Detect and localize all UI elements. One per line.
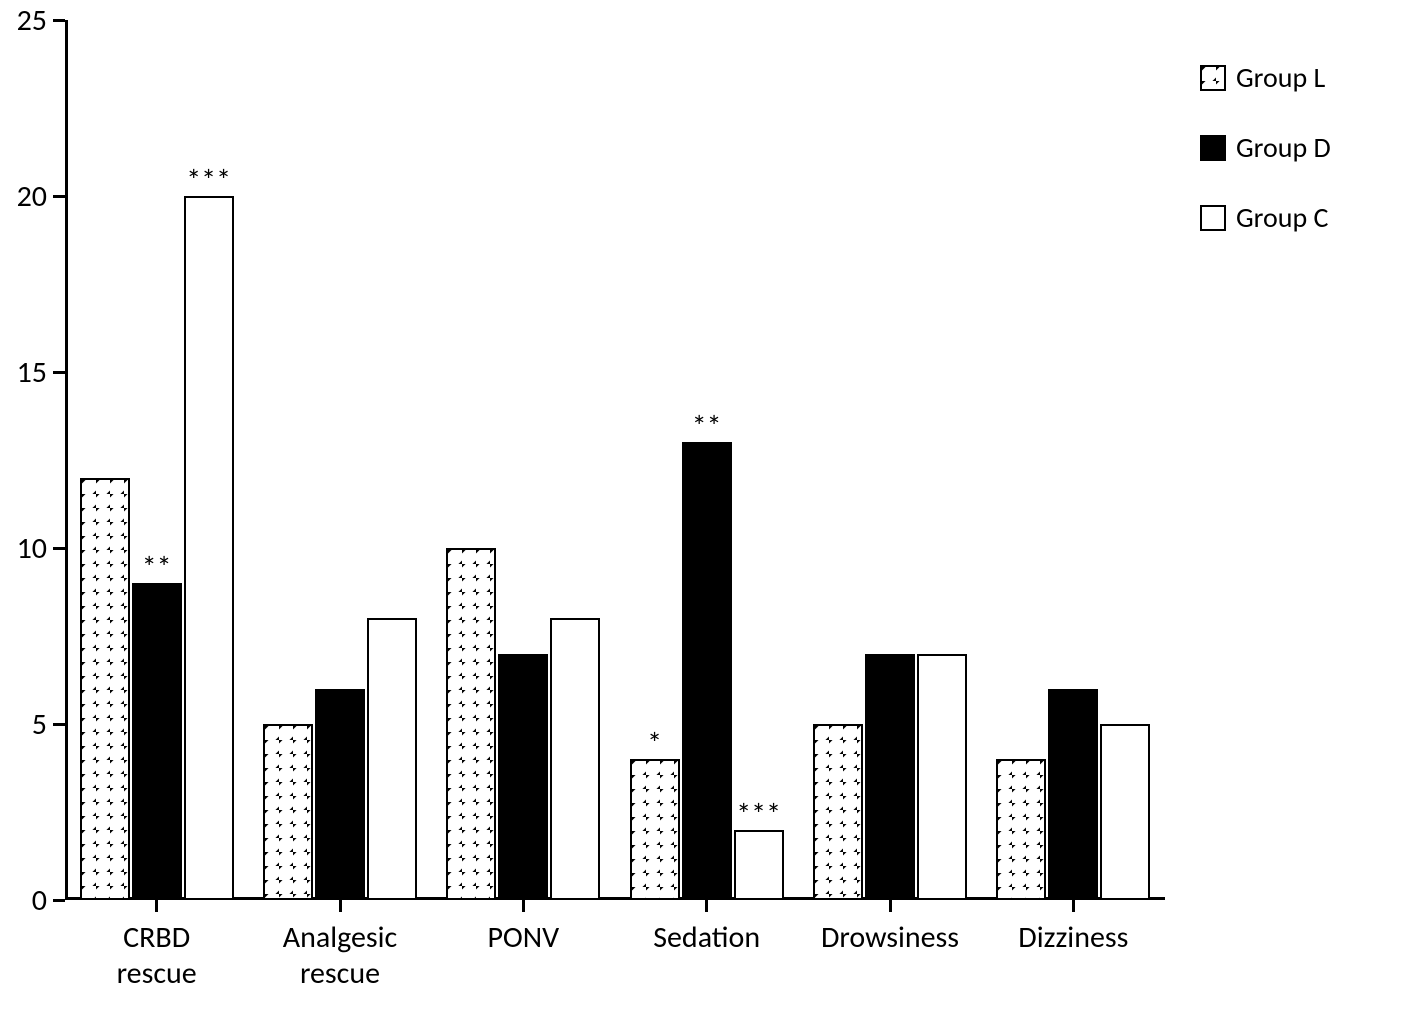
legend-label: Group L	[1236, 60, 1325, 95]
significance-marker: *	[615, 725, 695, 762]
x-tick	[1072, 900, 1075, 912]
y-tick-label: 25	[0, 2, 47, 39]
legend-swatch	[1200, 205, 1226, 231]
category-label: Dizziness	[982, 920, 1165, 956]
legend: Group L Group D Group C	[1200, 60, 1400, 270]
bar	[734, 830, 784, 900]
y-tick-label: 15	[0, 354, 47, 391]
y-tick	[53, 547, 65, 550]
x-tick	[889, 900, 892, 912]
y-axis	[65, 20, 68, 900]
bar	[367, 618, 417, 900]
legend-item: Group C	[1200, 200, 1328, 235]
category-label: Drowsiness	[798, 920, 981, 956]
bar	[996, 759, 1046, 900]
legend-item: Group L	[1200, 60, 1325, 95]
plot-area: 0510152025CRBD rescueAnalgesic rescuePON…	[65, 20, 1165, 900]
significance-marker: **	[117, 549, 197, 586]
bar	[80, 478, 130, 900]
bar	[132, 583, 182, 900]
y-tick	[53, 195, 65, 198]
legend-label: Group D	[1236, 130, 1331, 165]
significance-marker: ***	[719, 796, 799, 833]
legend-item: Group D	[1200, 130, 1331, 165]
category-label: Sedation	[615, 920, 798, 956]
bar	[630, 759, 680, 900]
bar	[813, 724, 863, 900]
bar	[446, 548, 496, 900]
bar	[1100, 724, 1150, 900]
y-tick	[53, 371, 65, 374]
significance-marker: ***	[169, 162, 249, 199]
bar	[1048, 689, 1098, 900]
bar	[917, 654, 967, 900]
x-tick	[522, 900, 525, 912]
x-tick	[155, 900, 158, 912]
category-label: CRBD rescue	[65, 920, 248, 992]
category-label: Analgesic rescue	[248, 920, 431, 992]
category-label: PONV	[432, 920, 615, 956]
y-tick-label: 0	[0, 882, 47, 919]
y-tick-label: 5	[0, 706, 47, 743]
legend-swatch	[1200, 65, 1226, 91]
legend-label: Group C	[1236, 200, 1328, 235]
y-tick	[53, 899, 65, 902]
bar	[263, 724, 313, 900]
y-tick	[53, 19, 65, 22]
bar	[184, 196, 234, 900]
x-tick	[339, 900, 342, 912]
bar	[315, 689, 365, 900]
significance-marker: **	[667, 408, 747, 445]
y-tick	[53, 723, 65, 726]
x-tick	[705, 900, 708, 912]
grouped-bar-chart: 0 5 10 15 20 25 CRBD rescueAnalgesic rescuePON…	[0, 0, 1418, 1034]
bar	[498, 654, 548, 900]
y-tick-label: 10	[0, 530, 47, 567]
legend-swatch	[1200, 135, 1226, 161]
bar	[550, 618, 600, 900]
bar	[865, 654, 915, 900]
y-tick-label: 20	[0, 178, 47, 215]
